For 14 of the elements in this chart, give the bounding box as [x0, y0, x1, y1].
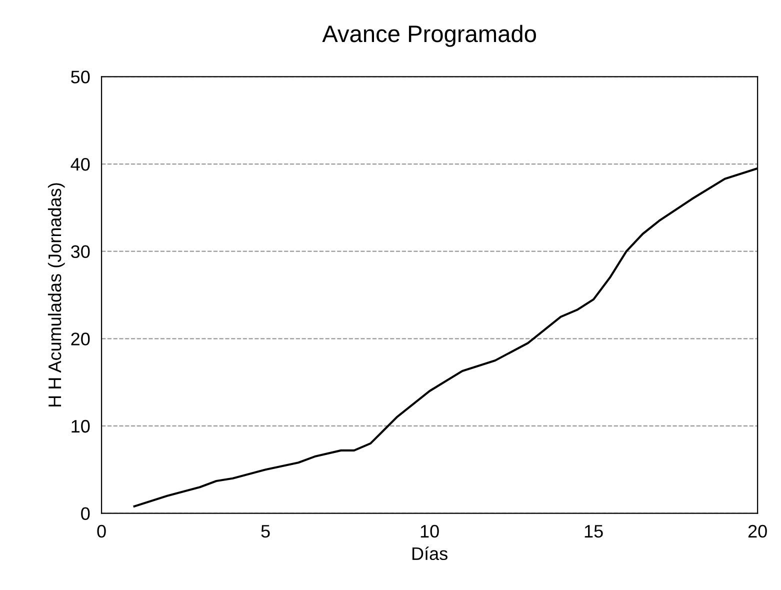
- x-tick-label: 0: [97, 524, 106, 538]
- x-tick-label: 15: [584, 525, 603, 538]
- y-axis-title: H H Acumuladas (Jornadas): [48, 183, 65, 406]
- x-tick-label: 10: [420, 524, 439, 538]
- y-tick-label: 30: [71, 245, 90, 258]
- y-tick-label: 50: [71, 70, 90, 84]
- x-tick-label: 5: [261, 525, 270, 538]
- y-tick-label: 20: [71, 332, 90, 346]
- y-tick-label: 10: [72, 420, 90, 433]
- x-axis-title: Días: [412, 546, 448, 560]
- chart-title: Avance Programado: [322, 24, 536, 47]
- y-tick-label: 0: [81, 507, 90, 520]
- x-tick-label: 20: [748, 524, 767, 538]
- y-tick-label: 40: [70, 158, 90, 171]
